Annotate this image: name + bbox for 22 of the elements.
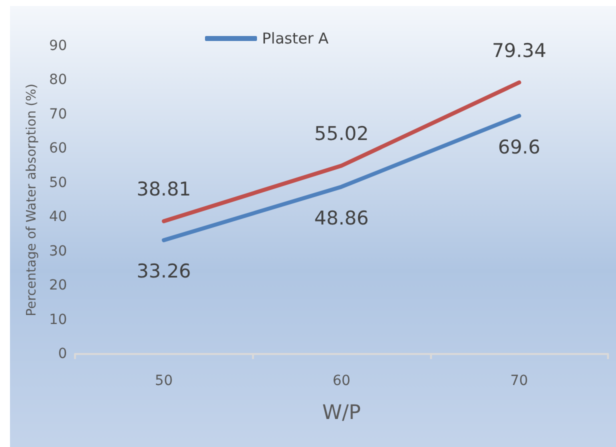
legend-label: Plaster A — [262, 30, 330, 48]
y-tick-label: 70 — [49, 106, 67, 122]
x-axis-title: W/P — [322, 400, 361, 424]
data-label: 38.81 — [136, 178, 192, 201]
x-tick-label: 60 — [332, 373, 350, 389]
y-tick-label: 10 — [49, 312, 67, 328]
y-tick-label: 80 — [49, 72, 67, 88]
data-label: 55.02 — [314, 123, 369, 146]
y-tick-label: 50 — [49, 174, 67, 191]
y-tick-label: 60 — [49, 140, 67, 157]
y-axis-title: Percentage of Water absorption (%) — [24, 84, 40, 316]
y-tick-label: 30 — [49, 243, 67, 260]
data-label: 48.86 — [314, 207, 369, 230]
y-tick-label: 20 — [49, 278, 67, 294]
y-tick-label: 0 — [58, 346, 67, 362]
x-tick-label: 70 — [510, 373, 528, 389]
y-tick-label: 40 — [49, 209, 67, 226]
x-tick-label: 50 — [154, 373, 173, 389]
data-label: 33.26 — [136, 260, 192, 283]
data-label: 79.34 — [492, 40, 546, 62]
y-tick-label: 90 — [49, 38, 67, 54]
data-label: 69.6 — [498, 136, 540, 158]
